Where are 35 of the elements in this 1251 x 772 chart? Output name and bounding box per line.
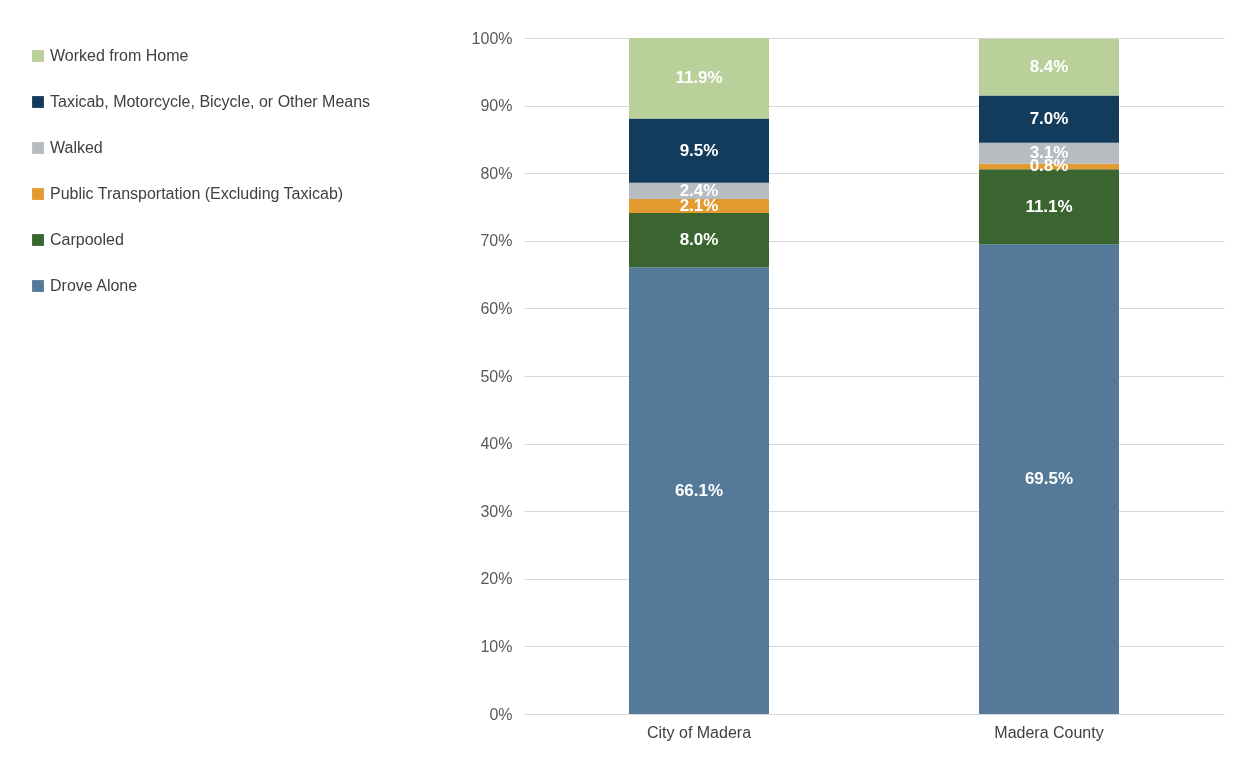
y-tick-label: 90% (480, 97, 513, 115)
data-label: 8.4% (1029, 57, 1069, 77)
data-label: 66.1% (674, 480, 724, 500)
x-tick-label: Madera County (994, 723, 1104, 741)
y-tick-label: 20% (480, 570, 513, 588)
y-tick-label: 30% (480, 502, 513, 520)
data-label: 9.5% (679, 140, 719, 160)
legend-label: Taxicab, Motorcycle, Bicycle, or Other Means (50, 93, 371, 110)
data-label: 11.9% (675, 68, 723, 88)
bar (979, 95, 1119, 143)
y-tick-label: 70% (480, 232, 513, 250)
y-tick-label: 80% (480, 164, 513, 182)
legend-label: Drove Alone (50, 277, 138, 294)
data-label: 69.5% (1024, 469, 1074, 489)
legend-label: Carpooled (50, 231, 124, 248)
data-label: 8.0% (679, 230, 719, 250)
x-tick-label: City of Madera (646, 723, 752, 741)
bar (979, 169, 1119, 245)
bar (629, 267, 769, 714)
data-label: 11.1% (1025, 196, 1073, 216)
legend-label: Walked (50, 139, 103, 156)
bar (629, 38, 769, 119)
bar (979, 244, 1119, 714)
y-tick-label: 0% (489, 705, 513, 723)
y-tick-label: 40% (480, 435, 513, 453)
legend-label: Worked from Home (50, 47, 189, 64)
bar (629, 118, 769, 183)
data-label: 7.0% (1029, 109, 1069, 129)
y-tick-label: 10% (480, 637, 513, 655)
y-tick-label: 100% (471, 29, 513, 47)
y-tick-label: 50% (480, 367, 513, 385)
bar (629, 213, 769, 268)
bar (979, 38, 1119, 96)
y-tick-label: 60% (480, 299, 513, 317)
legend-label: Public Transportation (Excluding Taxicab) (50, 185, 344, 202)
